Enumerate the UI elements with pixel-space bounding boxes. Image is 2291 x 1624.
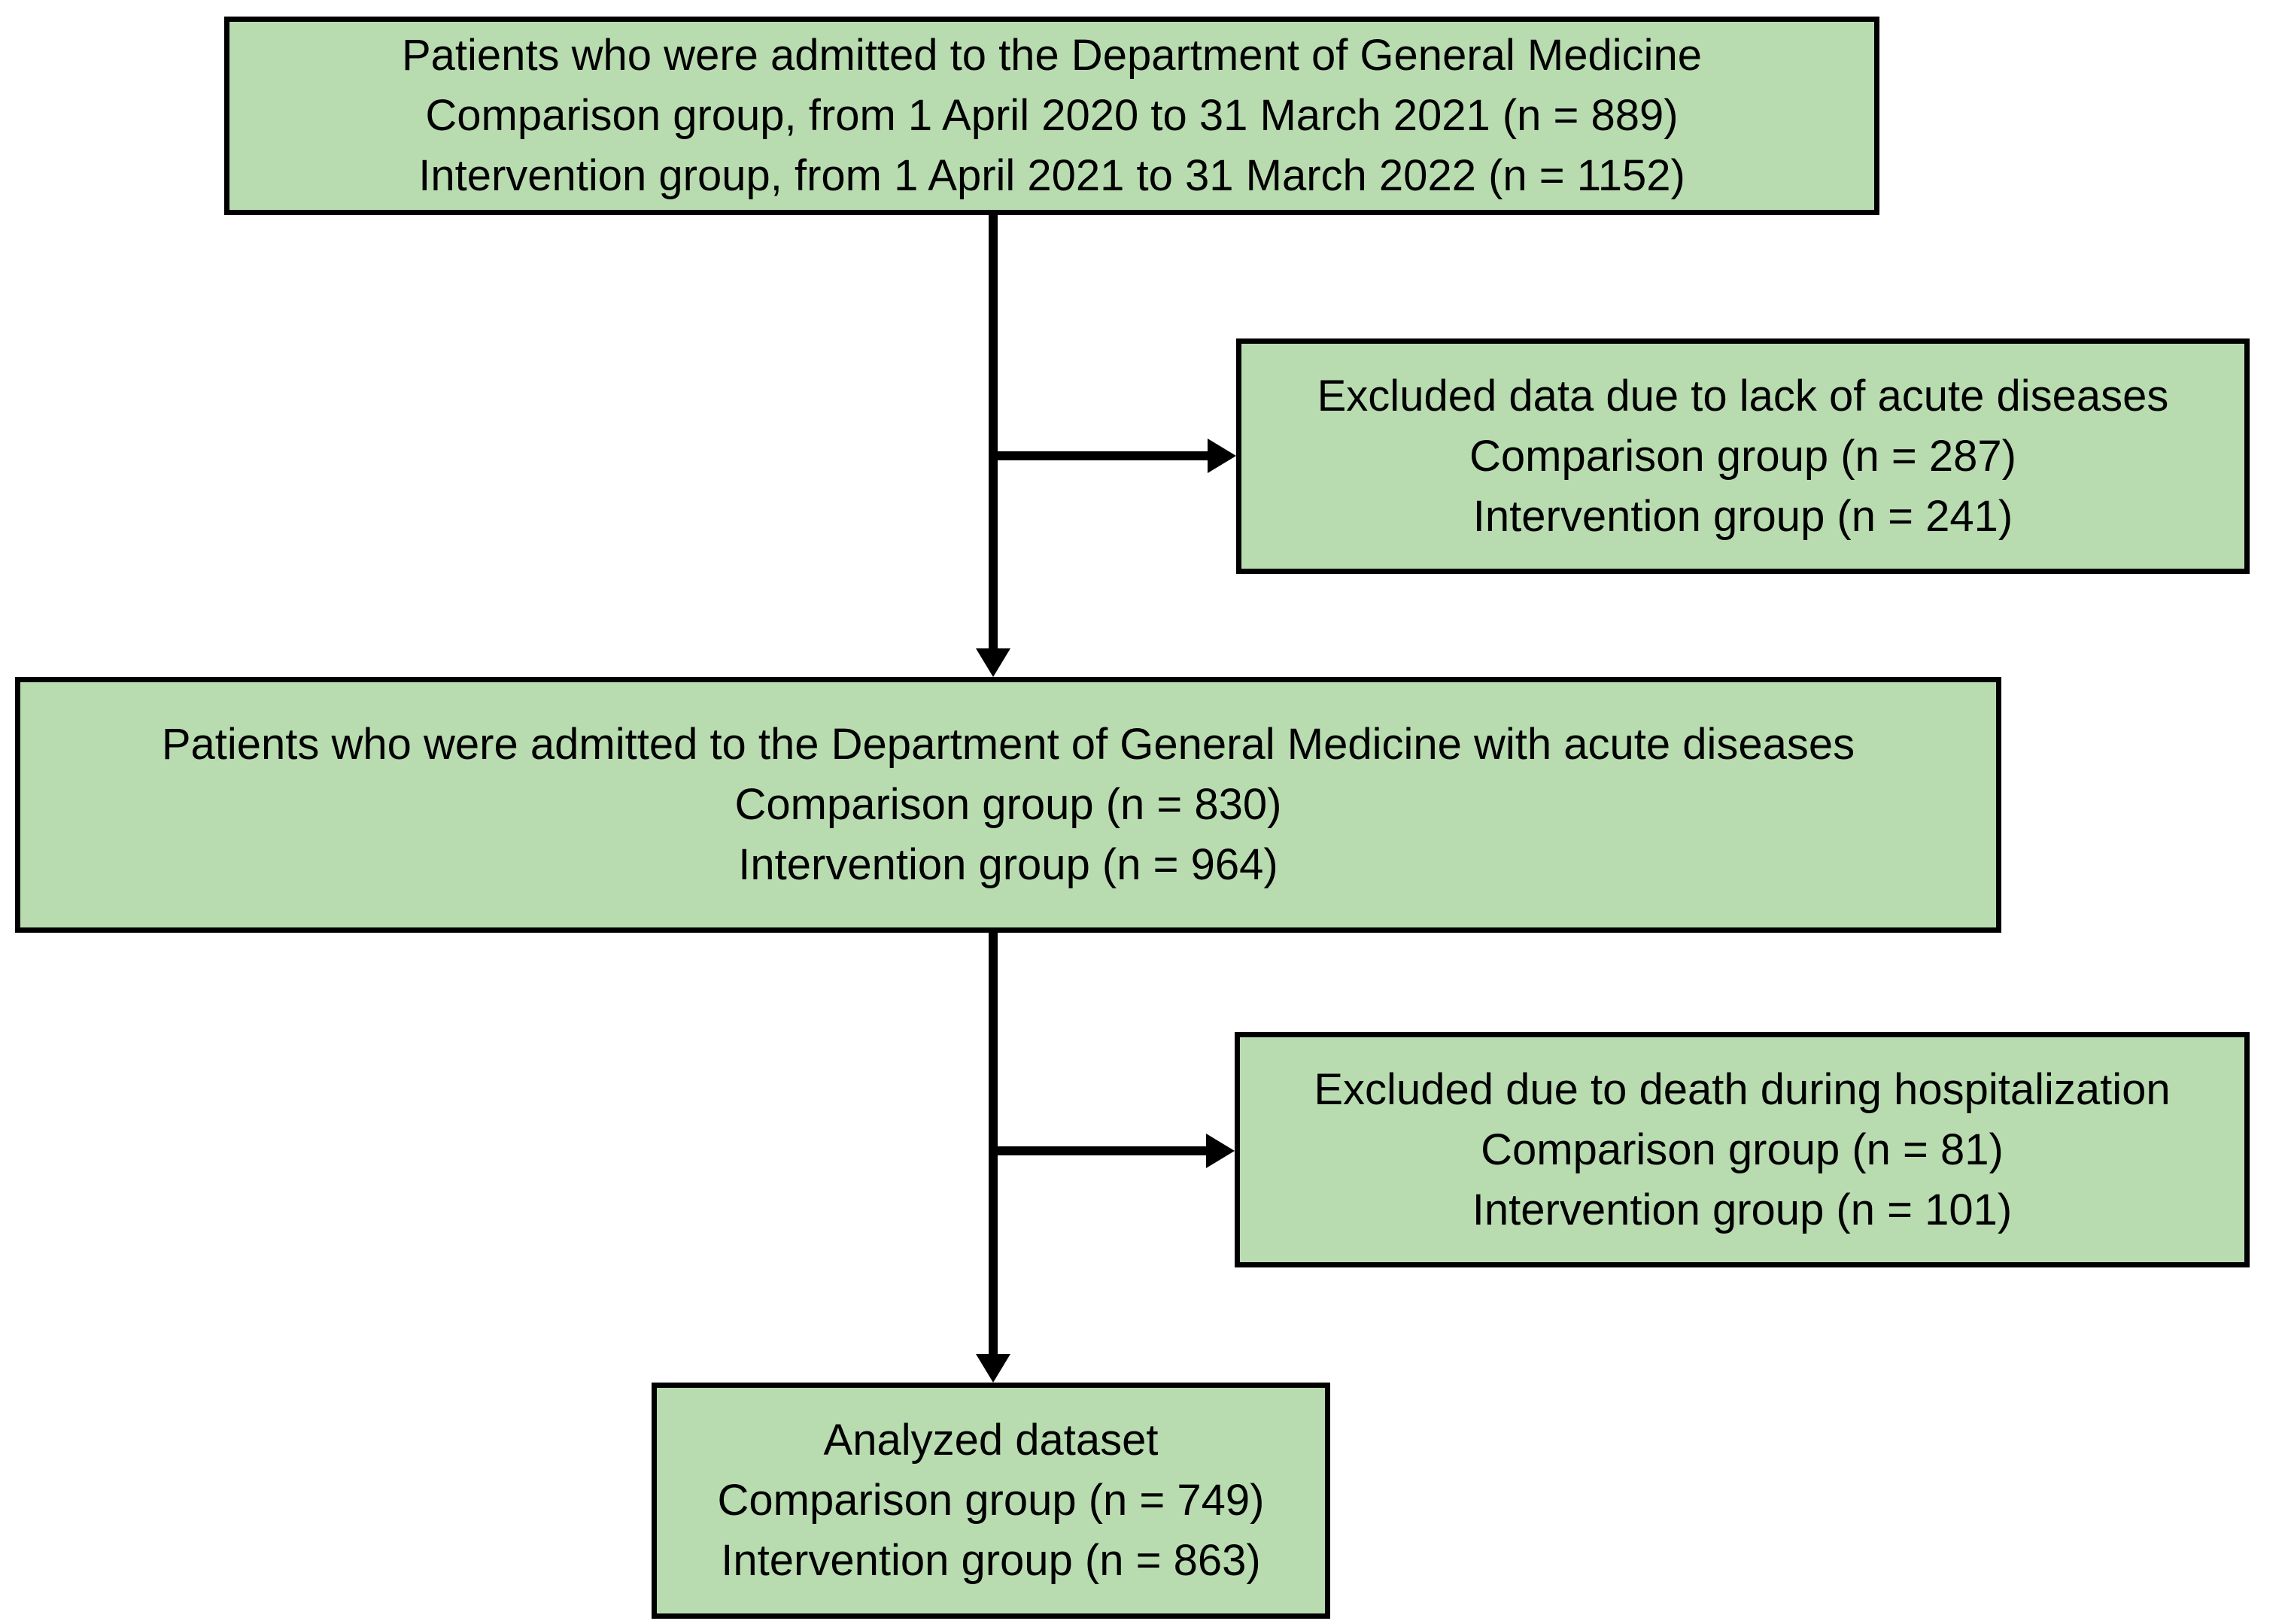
box-text-line: Patients who were admitted to the Depart…	[401, 31, 1703, 80]
box-admitted-all: Patients who were admitted to the Depart…	[224, 17, 1879, 215]
box-text-line: Intervention group (n = 101)	[1472, 1185, 2013, 1234]
arrowhead-down-icon	[976, 1354, 1010, 1383]
box-text-line: Intervention group (n = 241)	[1472, 491, 2013, 541]
box-text-line: Analyzed dataset	[823, 1416, 1159, 1465]
box-text-line: Comparison group (n = 81)	[1481, 1125, 2004, 1174]
arrow-line-branch-excluded-lack	[993, 451, 1208, 460]
box-admitted-with-acute-diseases: Patients who were admitted to the Depart…	[15, 677, 2001, 933]
arrowhead-right-icon	[1206, 1134, 1235, 1168]
box-text-line: Patients who were admitted to the Depart…	[161, 720, 1855, 769]
box-text-line: Comparison group (n = 830)	[734, 780, 1282, 829]
box-text-line: Intervention group (n = 964)	[738, 840, 1278, 889]
arrowhead-right-icon	[1208, 439, 1236, 473]
box-text-line: Comparison group, from 1 April 2020 to 3…	[425, 91, 1679, 140]
box-text-line: Intervention group (n = 863)	[721, 1536, 1261, 1585]
box-analyzed-dataset: Analyzed dataset Comparison group (n = 7…	[652, 1383, 1330, 1619]
box-text-line: Comparison group (n = 287)	[1469, 431, 2016, 481]
box-text-line: Excluded due to death during hospitaliza…	[1314, 1064, 2171, 1114]
arrow-line-admitted-to-acute	[989, 215, 998, 648]
box-text-line: Excluded data due to lack of acute disea…	[1317, 371, 2169, 420]
arrow-line-acute-to-analyzed	[989, 933, 998, 1354]
box-text-line: Comparison group (n = 749)	[717, 1476, 1265, 1525]
box-excluded-death-during-hospitalization: Excluded due to death during hospitaliza…	[1235, 1032, 2250, 1267]
box-text-line: Intervention group, from 1 April 2021 to…	[418, 151, 1685, 200]
arrowhead-down-icon	[976, 648, 1010, 677]
arrow-line-branch-excluded-death	[993, 1146, 1206, 1155]
box-excluded-lack-of-acute-diseases: Excluded data due to lack of acute disea…	[1236, 338, 2250, 574]
